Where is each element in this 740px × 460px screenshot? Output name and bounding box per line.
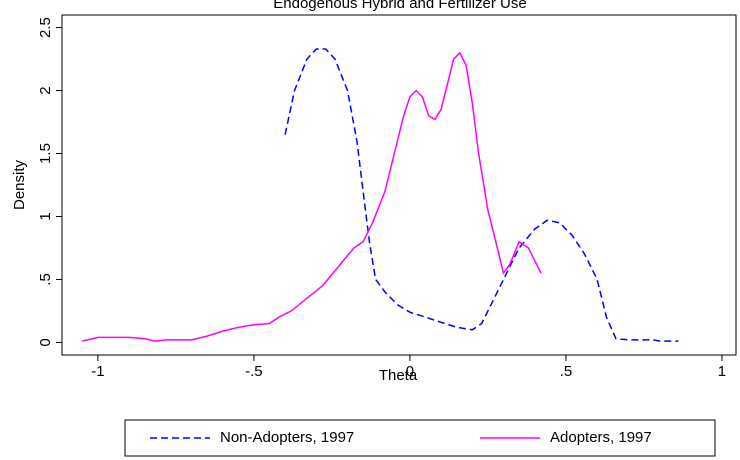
y-tick-label: 2 — [37, 86, 54, 94]
x-tick-label: 0 — [406, 363, 414, 380]
y-tick-label: .5 — [37, 273, 54, 286]
legend-label: Adopters, 1997 — [550, 429, 652, 446]
y-tick-label: 1 — [37, 212, 54, 220]
legend-box — [124, 419, 716, 457]
y-tick-label: 2.5 — [37, 17, 54, 38]
x-tick-label: 1 — [718, 363, 726, 380]
series-line — [284, 48, 679, 342]
x-tick-label: -.5 — [245, 363, 263, 380]
chart-title: Endogenous Hybrid and Fertilizer Use — [273, 0, 526, 12]
x-axis-label: Theta — [379, 367, 418, 384]
y-tick-label: 1.5 — [37, 143, 54, 164]
series-line — [82, 51, 542, 342]
y-tick-label: 0 — [37, 338, 54, 346]
plot-frame — [61, 14, 737, 356]
x-tick-label: -1 — [91, 363, 104, 380]
x-tick-label: .5 — [560, 363, 573, 380]
legend-label: Non-Adopters, 1997 — [220, 429, 354, 446]
y-axis-label: Density — [11, 159, 28, 210]
